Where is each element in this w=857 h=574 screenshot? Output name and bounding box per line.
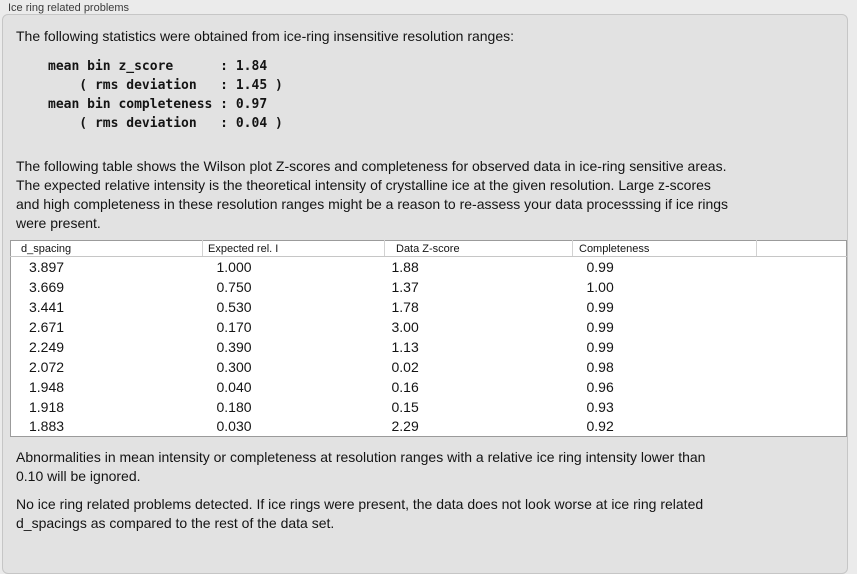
table-cell [757, 357, 847, 377]
table-cell [757, 277, 847, 297]
table-cell: 0.92 [586, 418, 614, 435]
table-cell: 1.13 [391, 338, 419, 355]
table-cell: 0.030 [216, 418, 252, 435]
table-cell: 3.441 [29, 298, 65, 315]
table-row[interactable]: 1.918 0.180 0.15 0.93 [11, 397, 847, 417]
table-cell: 2.29 [391, 418, 419, 435]
table-cell: 1.948 [29, 378, 65, 395]
table-cell: 2.249 [29, 338, 65, 355]
table-cell: 3.669 [29, 278, 65, 295]
table-cell: 0.300 [216, 358, 252, 375]
table-cell: 1.78 [391, 298, 419, 315]
table-header-row: d_spacing Expected rel. I Data Z-score C… [10, 240, 847, 257]
table-row[interactable]: 3.441 0.530 1.78 0.99 [11, 297, 847, 317]
panel-title: Ice ring related problems [8, 2, 130, 14]
stats-block: mean bin z_score : 1.84 ( rms deviation … [48, 59, 283, 131]
column-header-expected-rel-i[interactable]: Expected rel. I [202, 240, 385, 257]
ice-ring-panel: The following statistics were obtained f… [2, 14, 848, 574]
table-row[interactable]: 3.897 1.000 1.88 0.99 [11, 257, 847, 277]
ignore-note: Abnormalities in mean intensity or compl… [16, 449, 706, 484]
table-row[interactable]: 3.669 0.750 1.37 1.00 [11, 277, 847, 297]
table-cell: 0.15 [391, 398, 419, 415]
table-cell: 0.040 [216, 378, 252, 395]
table-cell: 1.37 [391, 278, 419, 295]
table-row[interactable]: 2.671 0.170 3.00 0.99 [11, 317, 847, 337]
table-cell: 1.00 [586, 278, 614, 295]
table-cell [757, 337, 847, 357]
table-cell: 2.072 [29, 358, 65, 375]
table-row[interactable]: 1.883 0.030 2.29 0.92 [11, 417, 847, 437]
column-header-spacer [756, 240, 847, 257]
table-description: The following table shows the Wilson plo… [16, 158, 729, 231]
table-cell [757, 397, 847, 417]
table-cell: 0.96 [586, 378, 614, 395]
column-header-completeness[interactable]: Completeness [572, 240, 757, 257]
table-cell [757, 417, 847, 437]
table-cell: 1.88 [391, 258, 419, 275]
table-cell: 0.170 [216, 318, 252, 335]
column-header-data-z-score[interactable]: Data Z-score [384, 240, 573, 257]
table-cell: 0.99 [586, 338, 614, 355]
table-cell: 0.99 [586, 258, 614, 275]
table-cell: 3.00 [391, 318, 419, 335]
intro-text: The following statistics were obtained f… [16, 28, 515, 44]
conclusion-text: No ice ring related problems detected. I… [16, 496, 704, 531]
table-cell: 1.000 [216, 258, 252, 275]
column-header-d-spacing[interactable]: d_spacing [10, 240, 203, 257]
table-cell: 0.99 [586, 318, 614, 335]
table-cell [757, 297, 847, 317]
table-cell: 2.671 [29, 318, 65, 335]
table-cell: 1.918 [29, 398, 65, 415]
table-cell: 0.390 [216, 338, 252, 355]
table-cell [757, 317, 847, 337]
table-cell [757, 377, 847, 397]
table-cell: 0.530 [216, 298, 252, 315]
table-cell: 0.750 [216, 278, 252, 295]
table-cell: 0.99 [586, 298, 614, 315]
table-cell: 3.897 [29, 258, 65, 275]
table-cell: 0.98 [586, 358, 614, 375]
ice-ring-table: d_spacing Expected rel. I Data Z-score C… [10, 240, 847, 437]
table-cell: 1.883 [29, 418, 65, 435]
table-body: 3.897 1.000 1.88 0.99 3.669 0.750 1.37 1.00 3.44… [11, 257, 847, 437]
table-row[interactable]: 1.948 0.040 0.16 0.96 [11, 377, 847, 397]
table-cell: 0.16 [391, 378, 419, 395]
table-cell: 0.180 [216, 398, 252, 415]
table-row[interactable]: 2.072 0.300 0.02 0.98 [11, 357, 847, 377]
table-cell: 0.93 [586, 398, 614, 415]
table-cell: 0.02 [391, 358, 419, 375]
table-row[interactable]: 2.249 0.390 1.13 0.99 [11, 337, 847, 357]
table-cell [757, 257, 847, 277]
